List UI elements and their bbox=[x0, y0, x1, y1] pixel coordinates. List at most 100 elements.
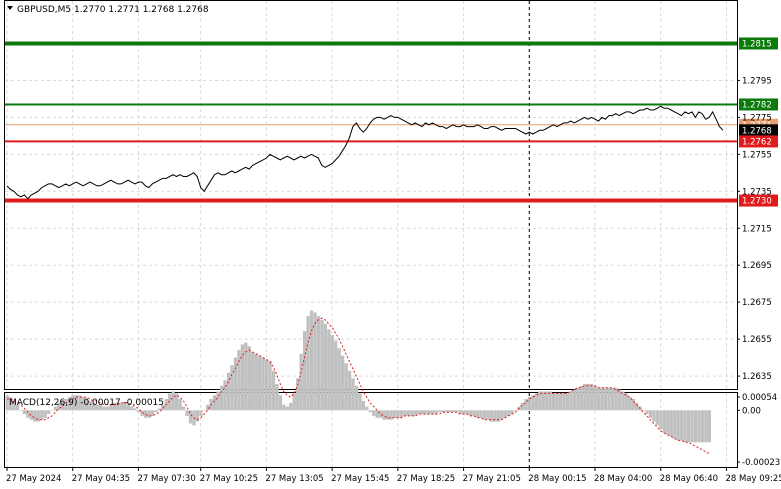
macd-bar bbox=[98, 404, 103, 411]
macd-bar bbox=[81, 397, 85, 411]
macd-bar bbox=[372, 410, 376, 416]
macd-bar bbox=[659, 410, 663, 430]
macd-bar bbox=[524, 399, 528, 411]
macd-bar bbox=[247, 346, 251, 411]
macd-bar bbox=[496, 410, 500, 422]
macd-bar bbox=[475, 410, 480, 418]
macd-bar bbox=[195, 410, 200, 422]
macd-bar bbox=[596, 387, 601, 411]
macd-bar bbox=[171, 391, 175, 411]
macd-bar bbox=[88, 400, 92, 411]
macd-bar bbox=[337, 348, 341, 411]
macd-histogram bbox=[5, 310, 711, 455]
macd-bar bbox=[188, 410, 193, 424]
macd-bar bbox=[683, 410, 687, 443]
macd-bar bbox=[292, 393, 296, 411]
macd-bar bbox=[500, 410, 504, 420]
x-tick-label: 27 May 04:35 bbox=[72, 474, 130, 484]
macd-bar bbox=[541, 391, 545, 411]
macd-bar bbox=[126, 404, 130, 411]
macd-header: MACD(12,26,9) -0.00017 -0.00015 bbox=[9, 398, 164, 408]
macd-bar bbox=[479, 410, 483, 418]
macd-bar bbox=[161, 404, 165, 411]
macd-bar bbox=[230, 365, 234, 411]
macd-bar bbox=[202, 410, 206, 411]
macd-bar bbox=[140, 410, 144, 416]
macd-bar bbox=[365, 406, 369, 411]
symbol-header: GBPUSD,M5 1.2770 1.2771 1.2768 1.2768 bbox=[17, 5, 209, 15]
x-tick-label: 28 May 04:00 bbox=[594, 474, 652, 484]
macd-bar bbox=[147, 410, 151, 418]
macd-bar bbox=[85, 399, 89, 411]
macd-bar bbox=[47, 410, 51, 415]
macd-bar bbox=[302, 331, 307, 411]
x-tick-label: 27 May 10:25 bbox=[200, 474, 258, 484]
y-tick-label: 1.2775 bbox=[742, 113, 772, 123]
y-tick-label: 1.2695 bbox=[742, 261, 772, 271]
macd-bar bbox=[199, 410, 203, 416]
macd-bar bbox=[12, 400, 16, 411]
macd-bar bbox=[669, 410, 673, 437]
macd-bar bbox=[631, 399, 635, 411]
x-tick-label: 27 May 2024 bbox=[6, 474, 61, 484]
macd-bar bbox=[424, 410, 428, 415]
macd-bar bbox=[379, 410, 383, 418]
macd-bar bbox=[520, 402, 525, 411]
macd-bar bbox=[74, 395, 78, 411]
macd-bar bbox=[468, 410, 473, 416]
y-tick-label: 1.2715 bbox=[742, 224, 772, 234]
macd-bar bbox=[427, 410, 431, 415]
macd-bar bbox=[531, 395, 535, 411]
macd-bar bbox=[240, 344, 245, 411]
macd-bar bbox=[309, 310, 314, 411]
macd-bar bbox=[482, 410, 487, 420]
macd-bar bbox=[569, 391, 573, 411]
macd-bar bbox=[458, 410, 462, 415]
macd-bar bbox=[548, 391, 552, 411]
macd-bar bbox=[216, 391, 220, 411]
macd-bar bbox=[33, 410, 37, 422]
macd-bar bbox=[389, 410, 393, 420]
macd-bar bbox=[513, 410, 518, 411]
macd-bar bbox=[181, 406, 186, 411]
macd-bar bbox=[403, 410, 407, 416]
macd-bar bbox=[382, 410, 386, 420]
macd-bar bbox=[700, 410, 705, 443]
macd-y-tick-label: -0.00023 bbox=[742, 458, 780, 468]
macd-bar bbox=[275, 383, 279, 411]
macd-bar bbox=[399, 410, 404, 418]
macd-bar bbox=[29, 410, 34, 420]
macd-y-tick-label: 0.00054 bbox=[742, 393, 777, 403]
macd-bar bbox=[43, 410, 47, 418]
macd-bar bbox=[71, 395, 75, 411]
macd-bar bbox=[57, 402, 61, 411]
macd-bar bbox=[206, 404, 210, 411]
macd-bar bbox=[538, 391, 542, 411]
macd-bar bbox=[600, 387, 604, 411]
macd-bar bbox=[123, 402, 127, 411]
macd-bar bbox=[562, 393, 566, 411]
macd-bar bbox=[354, 385, 359, 411]
macd-bar bbox=[53, 406, 58, 411]
macd-bar bbox=[614, 387, 618, 411]
price-series bbox=[6, 105, 724, 200]
macd-bar bbox=[558, 393, 563, 411]
macd-bar bbox=[527, 397, 532, 411]
macd-bar bbox=[690, 410, 694, 443]
macd-bar bbox=[36, 410, 40, 422]
macd-bar bbox=[693, 410, 698, 443]
y-tick-label: 1.2795 bbox=[742, 76, 772, 86]
macd-bar bbox=[621, 391, 625, 411]
macd-bar bbox=[576, 387, 580, 411]
macd-bar bbox=[707, 410, 711, 443]
macd-bar bbox=[244, 342, 248, 411]
macd-bar bbox=[507, 410, 511, 416]
macd-bar bbox=[510, 410, 514, 415]
macd-bar bbox=[22, 410, 27, 415]
macd-bar bbox=[95, 404, 99, 411]
macd-bar bbox=[486, 410, 490, 420]
chevron-down-icon[interactable] bbox=[7, 6, 13, 10]
macd-bar bbox=[420, 410, 424, 415]
level-badge bbox=[739, 194, 778, 207]
macd-bar bbox=[465, 410, 469, 415]
